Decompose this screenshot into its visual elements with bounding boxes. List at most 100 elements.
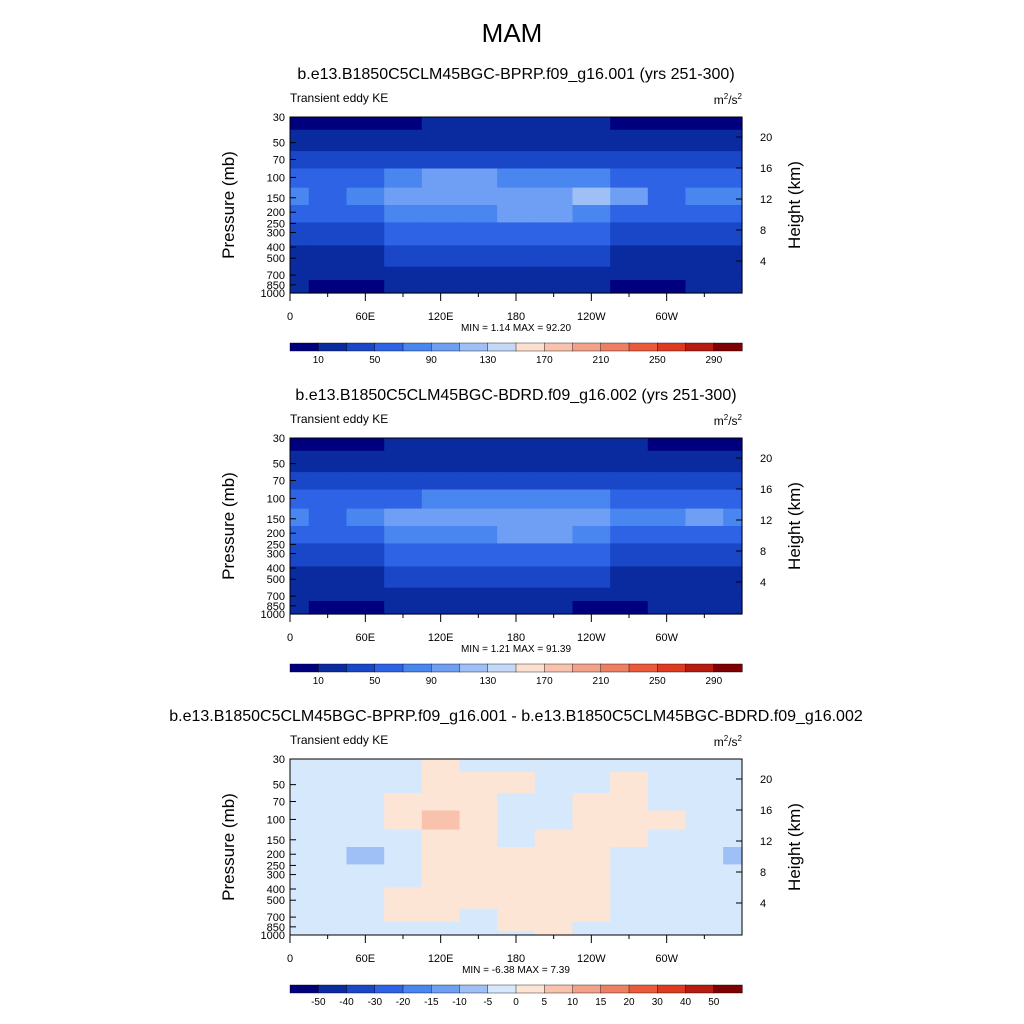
colorbar-swatch [346, 663, 376, 673]
field-cell [610, 288, 649, 294]
field-cell [308, 543, 348, 567]
field-cell [685, 543, 724, 567]
y-tick-label: 30 [273, 433, 285, 445]
field-cell [723, 609, 743, 615]
field-cell [290, 472, 310, 491]
y-axis-label: Pressure (mb) [219, 151, 238, 259]
field-cell [723, 930, 743, 936]
field-cell [421, 526, 461, 544]
field-cell [497, 472, 536, 491]
field-cell [685, 771, 724, 794]
field-cell [459, 472, 498, 491]
y2-tick-label: 16 [760, 484, 772, 496]
field-cell [723, 489, 743, 510]
panel-control: b.e13.B1850C5CLM45BGC-BPRP.f09_g16.001 (… [219, 66, 804, 366]
field-cell [610, 245, 649, 268]
field-cell [497, 168, 536, 189]
field-cell [421, 117, 461, 131]
field-cell [290, 759, 310, 773]
field-cell [346, 205, 385, 223]
field-cell [346, 864, 385, 888]
field-cell [497, 129, 536, 152]
units-mid: /s [728, 414, 737, 428]
field-cell [384, 266, 423, 281]
units-base: m [714, 735, 724, 749]
colorbar-label: -30 [368, 997, 383, 1008]
y-tick-label: 30 [273, 112, 285, 124]
field-cell [346, 793, 385, 812]
field-cell [290, 450, 310, 473]
y-tick-label: 50 [273, 138, 285, 150]
field-cell [534, 771, 574, 794]
field-cell [610, 847, 649, 865]
field-cell [346, 280, 385, 290]
field-cell [421, 151, 461, 170]
field-cell [459, 222, 498, 246]
x-tick-label: 120W [577, 311, 606, 323]
y2-tick-label: 4 [760, 898, 766, 910]
y2-tick-label: 8 [760, 225, 766, 237]
field-cell [497, 222, 536, 246]
field-cell [384, 908, 423, 923]
field-cell [723, 151, 743, 170]
field-cell [384, 438, 423, 452]
colorbar-label: 210 [592, 355, 609, 366]
field-cell [497, 566, 536, 589]
field-cell [290, 222, 310, 246]
field-cell [572, 847, 611, 865]
colorbar-swatch [572, 984, 602, 994]
x-tick-label: 0 [287, 632, 293, 644]
field-cell [346, 489, 385, 510]
field-cell [572, 472, 611, 491]
field-cell [290, 864, 310, 888]
field-cell [290, 829, 310, 848]
y-tick-label: 70 [273, 476, 285, 488]
field-cell [384, 288, 423, 294]
y-tick-label: 500 [267, 253, 285, 265]
y2-axis-label: Height (km) [785, 482, 804, 570]
field-cell [290, 489, 310, 510]
field-cell [572, 245, 611, 268]
colorbar-swatch [459, 663, 489, 673]
field-cell [346, 438, 385, 452]
field-cell [723, 771, 743, 794]
colorbar-swatch [318, 663, 348, 673]
min-max-text: MIN = 1.21 MAX = 91.39 [461, 644, 571, 655]
field-cell [290, 601, 310, 611]
field-cell [647, 908, 687, 923]
field-cell [421, 245, 461, 268]
field-cell [308, 847, 348, 865]
field-cell [723, 129, 743, 152]
field-cell [610, 266, 649, 281]
field-cell [497, 266, 536, 281]
field-cell [572, 543, 611, 567]
field-cell [534, 810, 574, 831]
field-cell [384, 508, 423, 527]
field-cell [459, 864, 498, 888]
field-cell [647, 288, 687, 294]
field-cell [685, 587, 724, 602]
colorbar-swatch [459, 984, 489, 994]
field-cell [610, 187, 649, 206]
field-cell [534, 793, 574, 812]
colorbar-label: 130 [479, 355, 496, 366]
y-tick-label: 250 [267, 218, 285, 230]
field-cell [534, 187, 574, 206]
field-cell [421, 810, 461, 831]
colorbar-swatch [346, 984, 376, 994]
min-max-text: MIN = -6.38 MAX = 7.39 [462, 965, 570, 976]
field-cell [290, 245, 310, 268]
field-cell [346, 810, 385, 831]
field-cell [497, 887, 536, 910]
field-cell [459, 508, 498, 527]
field-cell [308, 601, 348, 611]
field-cell [610, 793, 649, 812]
variable-label: Transient eddy KE [290, 412, 388, 426]
colorbar-label: 170 [536, 355, 553, 366]
field-cell [384, 566, 423, 589]
colorbar-swatch [600, 342, 630, 352]
field-cell [308, 930, 348, 936]
field-cell [290, 771, 310, 794]
field-cell [572, 771, 611, 794]
field-cell [308, 280, 348, 290]
